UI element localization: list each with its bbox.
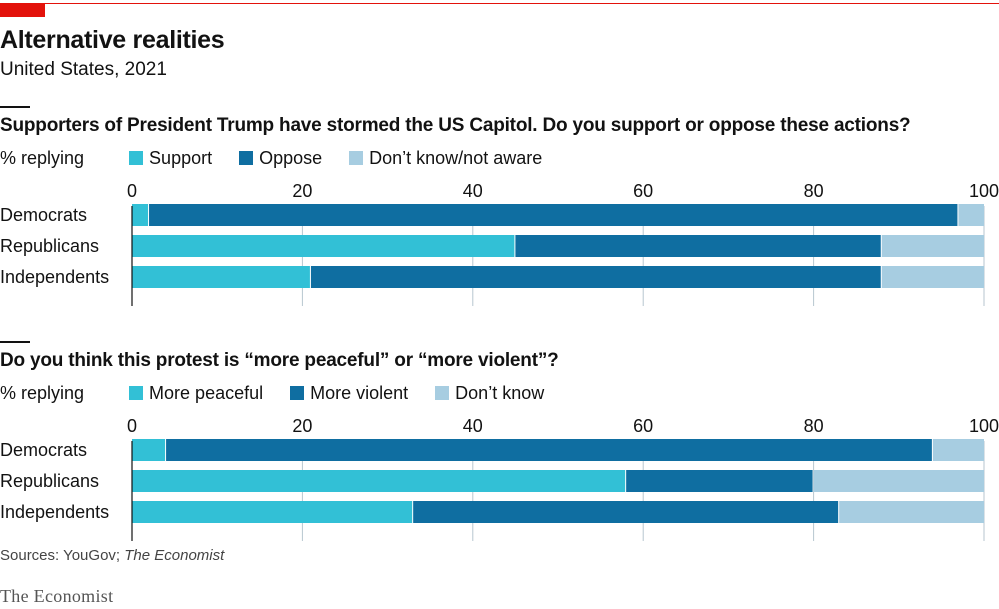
panel-1-legend: % replying Support Oppose Don’t know/not… — [0, 146, 569, 170]
tick-label-60: 60 — [633, 416, 653, 436]
category-label-democrats: Democrats — [0, 440, 87, 460]
tick-label-40: 40 — [463, 181, 483, 201]
legend-label-oppose: Oppose — [259, 147, 323, 168]
panel-1-bar-chart: 0 20 40 60 80 100 Democrats Republicans Independ… — [0, 181, 999, 306]
panel-2-question: Do you think this protest is “more peace… — [0, 350, 559, 371]
panel-1-question: Supporters of President Trump have storm… — [0, 115, 911, 136]
tick-label-60: 60 — [633, 181, 653, 201]
panel-2-unit-label: % replying — [0, 382, 85, 403]
legend-label-support: Support — [149, 147, 213, 168]
legend-item-more-peaceful: More peaceful — [129, 383, 263, 404]
legend-swatch-oppose — [239, 151, 254, 165]
panel-1-unit-label: % replying — [0, 147, 85, 168]
bar-independents-more-peaceful — [132, 501, 413, 523]
legend-item-dont-know: Don’t know — [435, 383, 544, 404]
bar-republicans-more-peaceful — [132, 470, 626, 492]
panel-1-chart: 0 20 40 60 80 100 Democrats Republicans Independ… — [0, 178, 999, 308]
tick-label-100: 100 — [969, 181, 999, 201]
legend-item-dont-know-not-aware: Don’t know/not aware — [349, 148, 542, 169]
panel-2-chart: 0 20 40 60 80 100 Democrats Republicans Independ… — [0, 413, 999, 543]
category-label-democrats: Democrats — [0, 205, 87, 225]
legend-swatch-more-peaceful — [129, 386, 144, 400]
legend-label-dont-know: Don’t know — [455, 382, 545, 403]
tick-label-80: 80 — [804, 181, 824, 201]
tick-label-20: 20 — [292, 416, 312, 436]
legend-label-more-peaceful: More peaceful — [149, 382, 264, 403]
bar-republicans-dont-know — [813, 470, 984, 492]
bar-democrats-oppose — [149, 204, 958, 226]
economist-logo-text: The Economist — [0, 586, 114, 606]
tick-label-40: 40 — [463, 416, 483, 436]
accent-rule — [0, 3, 999, 4]
legend-item-support: Support — [129, 148, 212, 169]
category-label-republicans: Republicans — [0, 471, 99, 491]
source-note: Sources: YouGov; The Economist — [0, 547, 224, 564]
bar-independents-dont-know-not-aware — [881, 266, 984, 288]
panel-rule-1 — [0, 106, 30, 108]
legend-item-more-violent: More violent — [290, 383, 408, 404]
tick-label-80: 80 — [804, 416, 824, 436]
tick-label-0: 0 — [127, 181, 137, 201]
legend-swatch-dont-know — [435, 386, 450, 400]
source-text: Sources: YouGov; — [0, 547, 125, 564]
category-label-independents: Independents — [0, 502, 109, 522]
bar-republicans-support — [132, 235, 515, 257]
bar-republicans-oppose — [515, 235, 881, 257]
panel-2-bar-chart: 0 20 40 60 80 100 Democrats Republicans Independ… — [0, 416, 999, 541]
panel-2-legend: % replying More peaceful More violent Do… — [0, 381, 571, 405]
category-label-republicans: Republicans — [0, 236, 99, 256]
accent-flag — [0, 3, 45, 17]
tick-label-20: 20 — [292, 181, 312, 201]
legend-label-dont-know-not-aware: Don’t know/not aware — [369, 147, 543, 168]
bar-democrats-dont-know-not-aware — [958, 204, 984, 226]
legend-swatch-more-violent — [290, 386, 305, 400]
category-label-independents: Independents — [0, 267, 109, 287]
chart-subtitle: United States, 2021 — [0, 59, 167, 80]
legend-item-oppose: Oppose — [239, 148, 322, 169]
chart-title: Alternative realities — [0, 26, 225, 54]
legend-label-more-violent: More violent — [310, 382, 409, 403]
bar-independents-support — [132, 266, 310, 288]
tick-label-0: 0 — [127, 416, 137, 436]
tick-label-100: 100 — [969, 416, 999, 436]
bar-independents-oppose — [310, 266, 881, 288]
source-italic: The Economist — [124, 547, 225, 564]
bar-republicans-more-violent — [626, 470, 813, 492]
legend-swatch-dont-know-not-aware — [349, 151, 364, 165]
bar-democrats-more-violent — [166, 439, 932, 461]
legend-swatch-support — [129, 151, 144, 165]
bar-independents-more-violent — [413, 501, 839, 523]
bar-democrats-support — [132, 204, 149, 226]
bar-democrats-dont-know — [932, 439, 984, 461]
bar-republicans-dont-know-not-aware — [881, 235, 984, 257]
bar-independents-dont-know — [839, 501, 984, 523]
panel-rule-2 — [0, 341, 30, 343]
bar-democrats-more-peaceful — [132, 439, 166, 461]
